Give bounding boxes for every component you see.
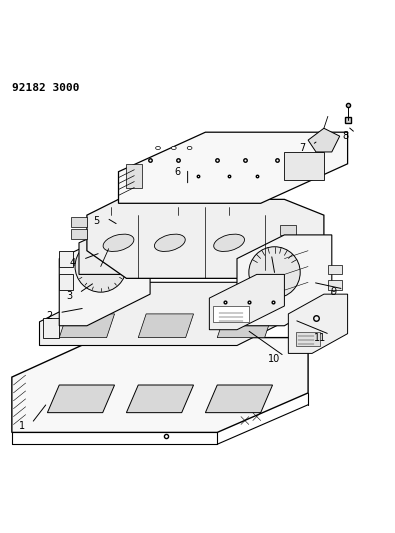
Text: 7: 7 [299, 143, 305, 153]
Text: 3: 3 [66, 291, 72, 301]
Text: 4: 4 [70, 257, 76, 268]
Text: 11: 11 [314, 333, 326, 343]
Ellipse shape [156, 147, 160, 150]
Text: 9: 9 [331, 287, 337, 297]
Polygon shape [59, 227, 150, 326]
Ellipse shape [103, 234, 134, 252]
Bar [296, 332, 320, 345]
Text: 2: 2 [46, 311, 53, 321]
Polygon shape [217, 314, 273, 337]
Bar [280, 225, 296, 235]
Polygon shape [12, 337, 308, 432]
Text: 1: 1 [19, 422, 25, 432]
Polygon shape [118, 132, 348, 203]
Polygon shape [237, 235, 332, 326]
Bar [328, 264, 342, 274]
Bar [71, 229, 87, 239]
Bar [126, 164, 142, 188]
Ellipse shape [154, 234, 185, 252]
Bar [328, 280, 342, 290]
Polygon shape [288, 294, 348, 353]
Bar [280, 241, 296, 251]
Polygon shape [308, 128, 340, 152]
Polygon shape [40, 282, 316, 345]
Text: 10: 10 [268, 354, 281, 365]
Polygon shape [79, 207, 257, 274]
Bar [118, 235, 142, 247]
Bar [213, 306, 249, 322]
Bar [166, 235, 190, 247]
Ellipse shape [187, 147, 192, 150]
Text: 6: 6 [175, 167, 181, 177]
Polygon shape [126, 385, 194, 413]
Polygon shape [87, 199, 324, 278]
Polygon shape [205, 385, 273, 413]
Polygon shape [47, 385, 115, 413]
Polygon shape [209, 274, 284, 330]
Bar [59, 274, 73, 290]
Bar [213, 235, 237, 247]
Circle shape [75, 241, 126, 292]
Bar [59, 251, 73, 266]
Bar [284, 152, 324, 180]
Ellipse shape [214, 234, 245, 252]
Bar [71, 217, 87, 227]
Circle shape [249, 247, 300, 298]
Text: 5: 5 [94, 216, 100, 226]
Polygon shape [138, 314, 194, 337]
Text: 8: 8 [342, 131, 349, 141]
Bar [300, 318, 316, 337]
Polygon shape [59, 314, 115, 337]
Bar [328, 296, 342, 306]
Bar [43, 318, 59, 337]
Ellipse shape [171, 147, 176, 150]
Text: 92182 3000: 92182 3000 [12, 83, 79, 93]
